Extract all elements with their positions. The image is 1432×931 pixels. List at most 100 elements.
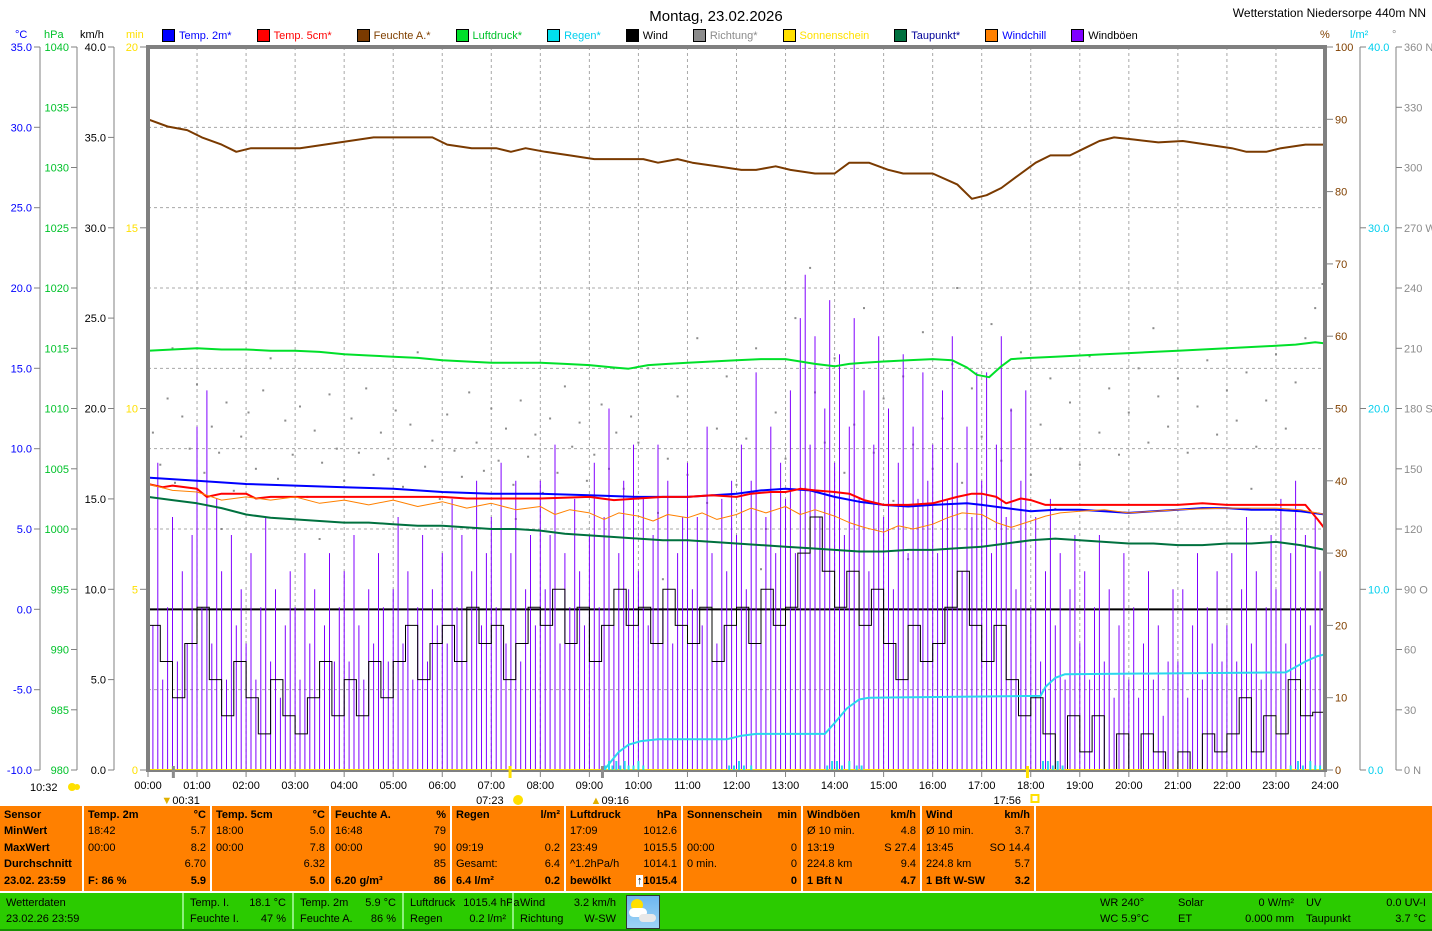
svg-text:5.0: 5.0 bbox=[17, 524, 32, 536]
table-col-feuchte-a-: Feuchte A.%16:487900:0090856.20 g/m³86 bbox=[329, 806, 450, 891]
svg-text:240: 240 bbox=[1404, 283, 1422, 295]
table-cell: ^1.2hPa/h1014.1 bbox=[570, 856, 677, 872]
svg-text:10:00: 10:00 bbox=[625, 780, 653, 792]
table-cell: 17:091012.6 bbox=[570, 823, 677, 839]
svg-text:14:00: 14:00 bbox=[821, 780, 849, 792]
svg-text:17:56: 17:56 bbox=[993, 795, 1021, 806]
svg-text:100: 100 bbox=[1335, 42, 1353, 54]
svg-text:17:00: 17:00 bbox=[968, 780, 996, 792]
wetterdaten-title: Wetterdaten bbox=[6, 895, 66, 911]
svg-text:40: 40 bbox=[1335, 476, 1347, 488]
svg-text:15: 15 bbox=[126, 223, 138, 235]
current-value-cell: Temp. I.18.1 °CFeuchte I.47 % bbox=[182, 893, 292, 929]
svg-text:▼: ▼ bbox=[161, 795, 172, 806]
current-value-cell: Wind3.2 km/hRichtungW-SW bbox=[512, 893, 622, 929]
table-cell: 6.70 bbox=[88, 856, 206, 872]
table-cell: F: 86 %5.9 bbox=[88, 873, 206, 889]
table-col-header: Temp. 5cm°C bbox=[216, 807, 325, 823]
table-cell: 18:005.0 bbox=[216, 823, 325, 839]
table-cell: 1 Bft N4.7 bbox=[807, 873, 916, 889]
svg-text:15.0: 15.0 bbox=[11, 363, 32, 375]
svg-text:09:16: 09:16 bbox=[601, 795, 629, 806]
svg-text:30: 30 bbox=[1335, 548, 1347, 560]
svg-text:20: 20 bbox=[126, 42, 138, 54]
table-cell: 13:45SO 14.4 bbox=[926, 840, 1030, 856]
svg-text:°C: °C bbox=[15, 29, 27, 41]
table-col-header: LuftdruckhPa bbox=[570, 807, 677, 823]
svg-text:12:00: 12:00 bbox=[723, 780, 751, 792]
table-cell: 85 bbox=[335, 856, 446, 872]
svg-text:20: 20 bbox=[1335, 620, 1347, 632]
svg-text:10.0: 10.0 bbox=[85, 584, 106, 596]
svg-text:18:00: 18:00 bbox=[1017, 780, 1045, 792]
svg-text:210: 210 bbox=[1404, 343, 1422, 355]
table-cell: 6.20 g/m³86 bbox=[335, 873, 446, 889]
green-bar-spacer bbox=[664, 893, 1094, 929]
table-row-label: MinWert bbox=[4, 823, 78, 839]
weather-condition-icon bbox=[626, 895, 660, 929]
table-col-header: Windkm/h bbox=[926, 807, 1030, 823]
svg-text:35.0: 35.0 bbox=[11, 42, 32, 54]
svg-text:02:00: 02:00 bbox=[232, 780, 260, 792]
svg-text:20.0: 20.0 bbox=[11, 283, 32, 295]
svg-text:0: 0 bbox=[132, 765, 138, 777]
table-cell: 00:0090 bbox=[335, 840, 446, 856]
table-col-temp-2m: Temp. 2m°C18:425.700:008.26.70F: 86 %5.9 bbox=[82, 806, 210, 891]
table-cell: 5.0 bbox=[216, 873, 325, 889]
svg-text:00:31: 00:31 bbox=[172, 795, 200, 806]
svg-text:985: 985 bbox=[51, 705, 69, 717]
svg-text:07:00: 07:00 bbox=[478, 780, 506, 792]
svg-text:90 O: 90 O bbox=[1404, 584, 1428, 596]
table-col-header: Windböenkm/h bbox=[807, 807, 916, 823]
extra-value-cell: UV0.0 UV-ITaupunkt3.7 °C bbox=[1300, 893, 1432, 929]
svg-text:04:00: 04:00 bbox=[330, 780, 358, 792]
svg-text:1030: 1030 bbox=[45, 163, 69, 175]
svg-text:10: 10 bbox=[126, 404, 138, 416]
svg-text:30: 30 bbox=[1404, 705, 1416, 717]
svg-text:120: 120 bbox=[1404, 524, 1422, 536]
svg-text:60: 60 bbox=[1404, 645, 1416, 657]
svg-text:5: 5 bbox=[132, 584, 138, 596]
svg-text:%: % bbox=[1320, 29, 1330, 41]
svg-text:10.0: 10.0 bbox=[1368, 584, 1389, 596]
table-col-header: Feuchte A.% bbox=[335, 807, 446, 823]
svg-text:35.0: 35.0 bbox=[85, 132, 106, 144]
svg-text:22:00: 22:00 bbox=[1213, 780, 1241, 792]
svg-text:80: 80 bbox=[1335, 187, 1347, 199]
svg-text:995: 995 bbox=[51, 584, 69, 596]
table-row-labels: SensorMinWertMaxWertDurchschnitt23.02. 2… bbox=[0, 806, 82, 891]
svg-text:km/h: km/h bbox=[80, 29, 104, 41]
svg-text:20:00: 20:00 bbox=[1115, 780, 1143, 792]
svg-text:10:32: 10:32 bbox=[30, 782, 58, 794]
svg-text:03:00: 03:00 bbox=[281, 780, 309, 792]
table-cell: 23:491015.5 bbox=[570, 840, 677, 856]
svg-text:1005: 1005 bbox=[45, 464, 69, 476]
svg-text:980: 980 bbox=[51, 765, 69, 777]
table-col-sonnenschein: Sonnenscheinmin00:0000 min.00 bbox=[681, 806, 801, 891]
svg-text:70: 70 bbox=[1335, 259, 1347, 271]
svg-text:270 W: 270 W bbox=[1404, 223, 1432, 235]
table-cell: 13:19S 27.4 bbox=[807, 840, 916, 856]
svg-text:1025: 1025 bbox=[45, 223, 69, 235]
table-cell: 09:190.2 bbox=[456, 840, 560, 856]
table-col-wind: Windkm/hØ 10 min.3.713:45SO 14.4224.8 km… bbox=[920, 806, 1034, 891]
svg-text:50: 50 bbox=[1335, 404, 1347, 416]
table-filler bbox=[1034, 806, 1432, 891]
svg-text:150: 150 bbox=[1404, 464, 1422, 476]
svg-text:330: 330 bbox=[1404, 102, 1422, 114]
svg-text:0: 0 bbox=[1335, 765, 1341, 777]
svg-text:21:00: 21:00 bbox=[1164, 780, 1192, 792]
svg-text:24:00: 24:00 bbox=[1311, 780, 1339, 792]
table-cell: bewölkt↑1015.4 bbox=[570, 873, 677, 889]
svg-text:60: 60 bbox=[1335, 331, 1347, 343]
svg-text:l/m²: l/m² bbox=[1350, 29, 1369, 41]
table-col-header: Regenl/m² bbox=[456, 807, 560, 823]
weather-chart: 35.030.025.020.015.010.05.00.0-5.0-10.0°… bbox=[0, 0, 1432, 806]
weather-app-window: { "header": { "title": "Montag, 23.02.20… bbox=[0, 0, 1432, 931]
svg-text:30.0: 30.0 bbox=[85, 223, 106, 235]
table-cell: Ø 10 min.3.7 bbox=[926, 823, 1030, 839]
svg-text:20.0: 20.0 bbox=[85, 404, 106, 416]
table-col-windb-en: Windböenkm/hØ 10 min.4.813:19S 27.4224.8… bbox=[801, 806, 920, 891]
svg-text:15.0: 15.0 bbox=[85, 494, 106, 506]
current-value-cell: Luftdruck1015.4 hPaRegen0.2 l/m² bbox=[402, 893, 512, 929]
